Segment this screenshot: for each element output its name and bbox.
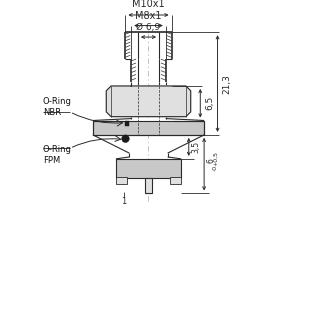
Text: O-Ring
NBR: O-Ring NBR — [43, 97, 72, 117]
Text: M10x1: M10x1 — [132, 0, 165, 9]
Text: 3,5: 3,5 — [192, 141, 201, 153]
Text: 21,3: 21,3 — [222, 74, 231, 93]
Text: O-Ring
FPM: O-Ring FPM — [43, 145, 72, 165]
Bar — [145, 178, 152, 193]
Bar — [116, 159, 181, 178]
Text: 1: 1 — [121, 196, 126, 205]
Circle shape — [122, 135, 129, 143]
Text: 6,5: 6,5 — [205, 96, 214, 110]
Text: -0: -0 — [213, 165, 218, 171]
Bar — [116, 177, 127, 184]
Text: 6: 6 — [207, 158, 216, 163]
Bar — [170, 177, 181, 184]
Bar — [124, 122, 129, 126]
Bar — [93, 121, 204, 135]
Text: M8x1: M8x1 — [135, 11, 162, 21]
Text: +0,5: +0,5 — [213, 151, 218, 166]
Polygon shape — [106, 86, 191, 117]
Text: Ø 6,9: Ø 6,9 — [136, 23, 161, 32]
